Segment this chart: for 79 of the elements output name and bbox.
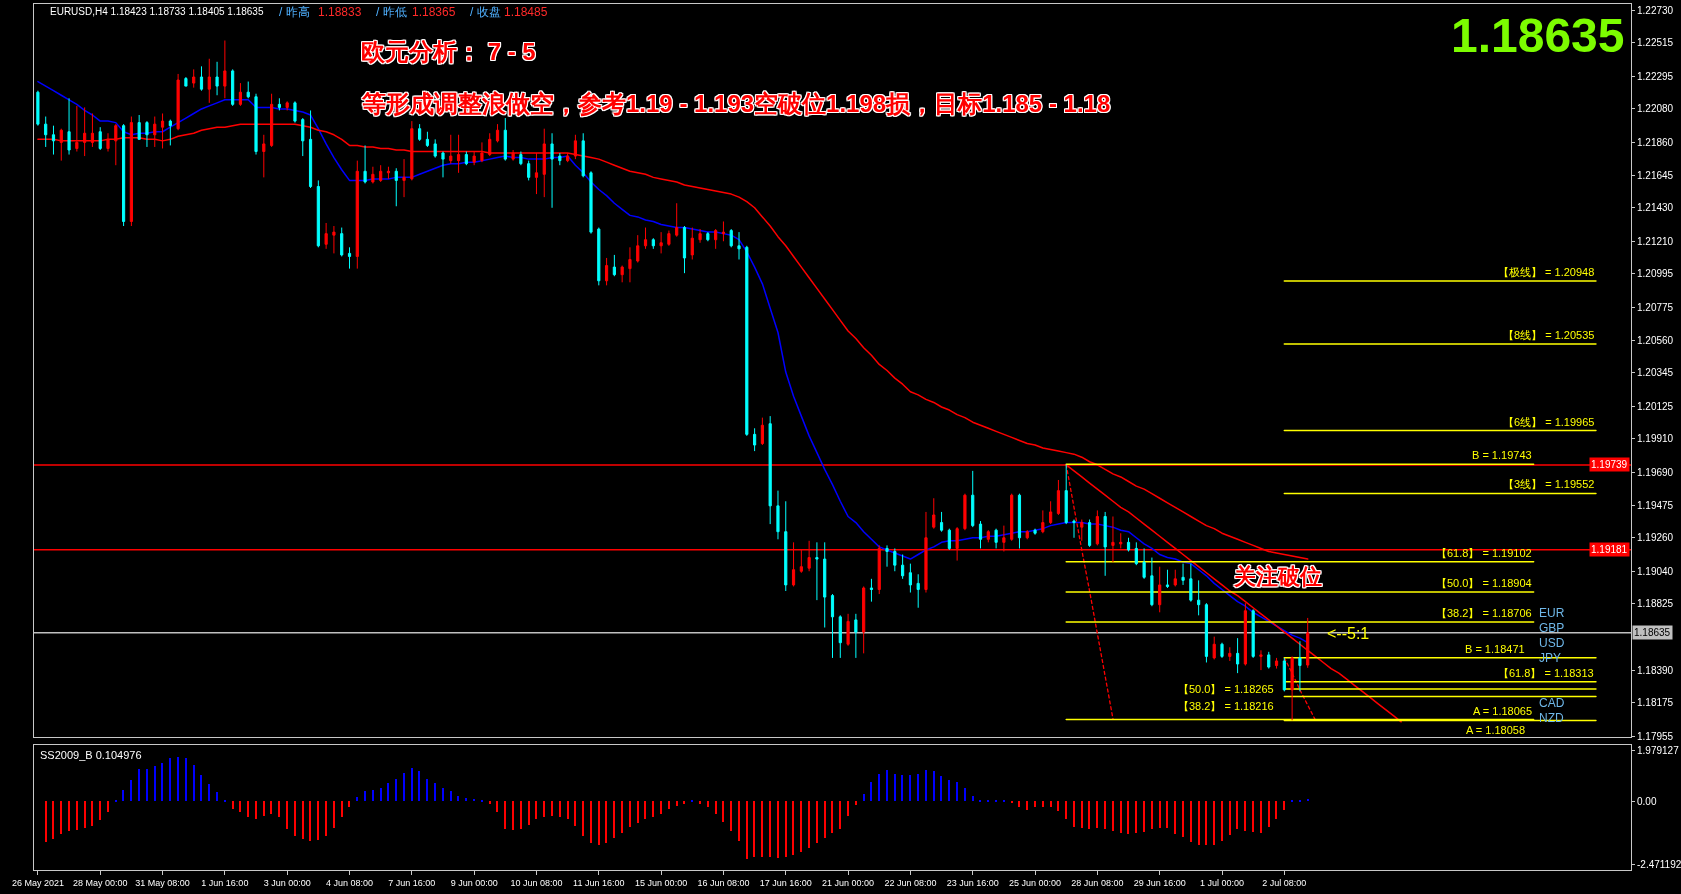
annotation: 1.18635 xyxy=(1451,9,1625,62)
chart-title: SS2009_B 0.104976 xyxy=(40,749,142,761)
x-tick-label: 23 Jun 16:00 xyxy=(946,877,999,888)
y-tick-label: 1.20995 xyxy=(1637,268,1674,280)
x-tick-label: 28 May 00:00 xyxy=(72,877,128,888)
annotation: EURUSD,H4 1.18423 1.18733 1.18405 1.18635 xyxy=(50,6,264,17)
annotation: 等形成调整浪做空，参考1.19 - 1.193空破位1.198损，目标1.185 - 1.18 xyxy=(361,90,1111,117)
annotation: 欧元分析： 7 - 5 xyxy=(361,38,536,65)
annotation: 1.18833 xyxy=(318,5,362,19)
series-label: B = 1.19743 xyxy=(1472,449,1532,461)
series-label: 【61.8】 = 1.19102 xyxy=(1436,547,1532,559)
y-tick-label: 1.21210 xyxy=(1637,235,1674,247)
y-tick-label: 0.00 xyxy=(1637,795,1657,807)
y-tick-label: 1.21645 xyxy=(1637,169,1674,181)
x-tick-label: 3 Jun 00:00 xyxy=(263,877,311,888)
x-tick-label: 21 Jun 00:00 xyxy=(822,877,875,888)
x-tick-label: 31 May 08:00 xyxy=(135,877,190,888)
ref-line-label: 1.19181 xyxy=(1591,544,1628,555)
y-tick-label: 1.19040 xyxy=(1637,565,1674,577)
y-tick-label: 1.18390 xyxy=(1637,664,1674,676)
y-tick-label: 1.19475 xyxy=(1637,499,1674,511)
annotation: 1.18485 xyxy=(504,5,548,19)
series-label: A = 1.18058 xyxy=(1466,724,1526,736)
y-tick-label: 1.22295 xyxy=(1637,70,1674,82)
x-tick-label: 11 Jun 16:00 xyxy=(573,877,625,888)
y-tick-label: 1.20345 xyxy=(1637,367,1674,379)
series-label: 【38.2】 = 1.18706 xyxy=(1436,607,1532,619)
ref-line-label: 1.18635 xyxy=(1634,627,1671,638)
x-tick-label: 17 Jun 16:00 xyxy=(759,877,812,888)
x-tick-label: 25 Jun 00:00 xyxy=(1009,877,1062,888)
series-label: A = 1.18065 xyxy=(1473,705,1533,717)
y-tick-label: 1.22730 xyxy=(1637,4,1674,16)
x-tick-label: 22 Jun 08:00 xyxy=(884,877,937,888)
x-tick-label: 4 Jun 08:00 xyxy=(325,877,374,888)
y-tick-label: 1.21860 xyxy=(1637,136,1674,148)
series-label: 【8线】 = 1.20535 xyxy=(1503,329,1595,341)
x-tick-label: 16 Jun 08:00 xyxy=(697,877,750,888)
series-label: 【3线】 = 1.19552 xyxy=(1503,478,1595,490)
x-tick-label: 15 Jun 00:00 xyxy=(635,877,688,888)
x-tick-label: 2 Jul 08:00 xyxy=(1262,877,1307,888)
y-tick-label: 1.18825 xyxy=(1637,598,1674,610)
y-tick-label: 1.22515 xyxy=(1637,37,1674,49)
series-label: 【61.8】 = 1.18313 xyxy=(1498,667,1594,679)
annotation: GBP xyxy=(1539,621,1565,635)
annotation: 1.18365 xyxy=(412,5,456,19)
y-tick-label: 1.22080 xyxy=(1637,103,1674,115)
y-tick-label: 1.17955 xyxy=(1637,730,1674,742)
series-label: 【50.0】 = 1.18265 xyxy=(1178,683,1274,695)
x-tick-label: 26 May 2021 xyxy=(11,877,64,888)
y-tick-label: 1.20775 xyxy=(1637,301,1674,313)
y-tick-label: 1.19260 xyxy=(1637,532,1674,544)
y-tick-label: 1.19690 xyxy=(1637,466,1674,478)
annotation: 关注破位 xyxy=(1233,564,1322,589)
annotation: EUR xyxy=(1539,606,1565,620)
y-tick-label: -2.471192 xyxy=(1637,859,1681,871)
x-tick-label: 28 Jun 08:00 xyxy=(1071,877,1124,888)
x-tick-label: 1 Jun 16:00 xyxy=(201,877,249,888)
series-label: B = 1.18471 xyxy=(1465,643,1525,655)
series-label: 【极线】 = 1.20948 xyxy=(1498,266,1595,278)
x-tick-label: 29 Jun 16:00 xyxy=(1133,877,1186,888)
series-label: 【50.0】 = 1.18904 xyxy=(1436,577,1532,589)
y-tick-label: 1.21430 xyxy=(1637,202,1674,214)
ref-line-label: 1.19739 xyxy=(1591,459,1628,470)
y-tick-label: 1.19910 xyxy=(1637,433,1674,445)
annotation: CAD xyxy=(1539,696,1565,710)
x-tick-label: 1 Jul 00:00 xyxy=(1199,877,1245,888)
annotation: / 昨高 xyxy=(279,5,310,19)
y-tick-label: 1.20560 xyxy=(1637,334,1674,346)
x-tick-label: 10 Jun 08:00 xyxy=(510,877,563,888)
y-tick-label: 1.20125 xyxy=(1637,400,1674,412)
x-tick-label: 7 Jun 16:00 xyxy=(388,877,436,888)
annotation: USD xyxy=(1539,636,1565,650)
series-label: 【38.2】 = 1.18216 xyxy=(1178,700,1274,712)
annotation: / 昨低 xyxy=(376,5,407,19)
annotation: / 收盘 xyxy=(470,5,501,19)
y-tick-label: 1.18175 xyxy=(1637,697,1674,709)
series-label: 【6线】 = 1.19965 xyxy=(1503,416,1595,428)
y-tick-label: 1.979127 xyxy=(1637,744,1680,756)
x-tick-label: 9 Jun 00:00 xyxy=(450,877,498,888)
